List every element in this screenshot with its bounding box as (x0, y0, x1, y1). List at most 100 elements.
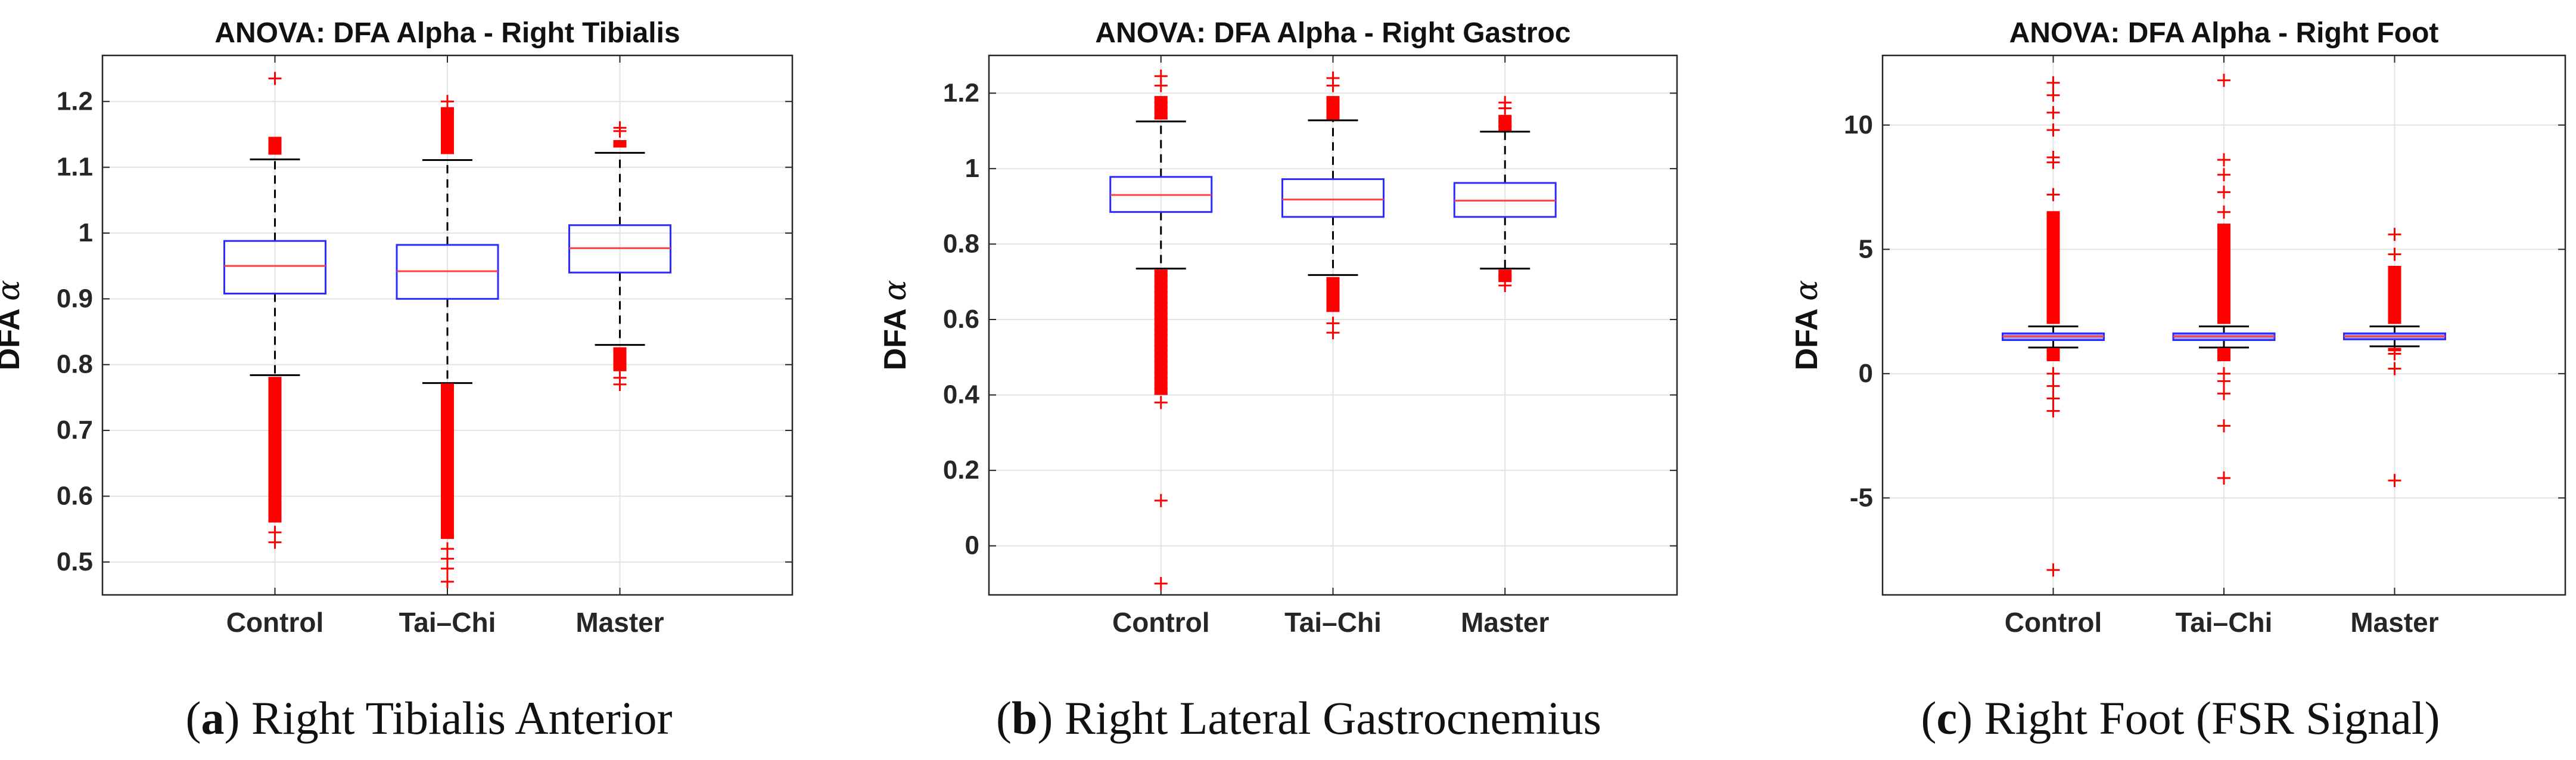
caption-b-text: Right Lateral Gastrocnemius (1064, 692, 1601, 744)
outlier-cluster-high (1498, 116, 1512, 131)
caption-c-text: Right Foot (FSR Signal) (1984, 692, 2440, 744)
outlier-point (268, 72, 282, 85)
outlier-point (2046, 106, 2060, 119)
y-tick-label: 1 (79, 218, 93, 247)
y-tick-label: 0.2 (943, 455, 979, 485)
y-tick-label: 0.8 (943, 229, 979, 258)
chart-title: ANOVA: DFA Alpha - Right Foot (2009, 17, 2439, 49)
outlier-cluster-high (2046, 212, 2060, 324)
x-tick-label: Control (1112, 607, 1210, 638)
outlier-point (2217, 205, 2230, 219)
x-tick-label: Master (2350, 607, 2438, 638)
outlier-point (2046, 563, 2060, 577)
chart-panel-2: 0 0.2 0.4 0.6 0.8 1 1.2 Control Tai–Chi Master ANO… (878, 17, 1678, 638)
y-tick-label: 1.2 (943, 78, 979, 107)
outlier-point (613, 121, 627, 135)
y-tick-label: 0.8 (57, 350, 93, 379)
y-tick-label: 0 (1859, 359, 1873, 388)
x-tick-label: Tai–Chi (1284, 607, 1382, 638)
outlier-cluster-low (441, 384, 454, 539)
chart-title: ANOVA: DFA Alpha - Right Tibialis (214, 17, 680, 49)
x-tick-label: Master (575, 607, 664, 638)
outlier-point (2046, 123, 2060, 137)
y-tick-label: -5 (1850, 483, 1873, 512)
outlier-cluster-high (613, 141, 627, 148)
caption-a-text: Right Tibialis Anterior (251, 692, 673, 744)
plot-frame (988, 54, 1678, 596)
outlier-point (1154, 396, 1168, 410)
outlier-point (2046, 88, 2060, 102)
y-tick-label: 0 (965, 531, 979, 560)
y-axis-label-text: DFA (0, 301, 26, 371)
box-1 (1109, 69, 1213, 591)
outlier-point (441, 542, 454, 556)
box-3 (1453, 96, 1557, 293)
box-2 (1281, 71, 1385, 340)
outlier-point (1154, 577, 1168, 591)
y-axis-label-symbol: α (878, 280, 913, 301)
outlier-point (2046, 150, 2060, 164)
outlier-point (268, 141, 282, 154)
y-axis-label: DFA α (1789, 280, 1825, 371)
outlier-point (2046, 392, 2060, 405)
chart-panel-1: 0.5 0.6 0.7 0.8 0.9 1 1.1 1.2 Control Tai–Chi Mast… (0, 17, 794, 638)
outlier-point (2217, 185, 2230, 199)
box-2 (2172, 73, 2276, 485)
outlier-point (441, 95, 454, 108)
y-tick-label: 0.6 (943, 305, 979, 334)
caption-a: (a) Right Tibialis Anterior (185, 692, 673, 744)
outlier-point (2046, 379, 2060, 393)
y-axis-label: DFA α (878, 280, 913, 371)
x-tick-label: Tai–Chi (399, 607, 496, 638)
outlier-point (2046, 188, 2060, 201)
outlier-point (2388, 362, 2401, 376)
box-3 (2343, 228, 2446, 488)
caption-c-letter: c (1936, 692, 1958, 744)
y-axis-label-symbol: α (1789, 280, 1825, 301)
outlier-point (2217, 168, 2230, 182)
y-tick-label: 0.7 (57, 415, 93, 445)
y-tick-label: 0.9 (57, 284, 93, 313)
outlier-cluster-high (441, 108, 454, 154)
chart-panel-3: -5 0 5 10 Control Tai–Chi Master ANOVA: DFA Alp… (1789, 17, 2566, 638)
y-tick-label: 5 (1859, 234, 1873, 263)
outlier-point (1154, 69, 1168, 83)
outlier-point (441, 575, 454, 588)
outlier-point (268, 509, 282, 523)
y-tick-label: 0.6 (57, 481, 93, 510)
x-tick-label: Control (2005, 607, 2102, 638)
outlier-point (2217, 387, 2230, 401)
outlier-point (2388, 247, 2401, 261)
box-1 (223, 72, 326, 549)
outlier-point (2217, 367, 2230, 380)
y-tick-label: 10 (1844, 110, 1873, 139)
outlier-point (1498, 96, 1512, 110)
plot-frame (1881, 54, 2566, 596)
outlier-point (2046, 404, 2060, 418)
outlier-point (2388, 347, 2401, 361)
y-tick-label: 0.4 (943, 380, 980, 410)
outlier-point (1326, 317, 1340, 330)
outlier-point (268, 496, 282, 510)
outlier-point (2388, 228, 2401, 241)
box-body (223, 240, 326, 295)
x-tick-label: Tai–Chi (2176, 607, 2273, 638)
y-tick-label: 1.1 (57, 153, 93, 182)
y-tick-label: 1 (965, 154, 979, 183)
box-2 (396, 95, 499, 588)
box-1 (2002, 76, 2105, 577)
outlier-point (613, 371, 627, 384)
outlier-point (1498, 279, 1512, 293)
outlier-cluster-high (2217, 224, 2230, 324)
outlier-point (2217, 153, 2230, 167)
caption-c: (c) Right Foot (FSR Signal) (1921, 692, 2440, 744)
x-tick-label: Master (1461, 607, 1549, 638)
y-axis-label-text: DFA (878, 301, 913, 371)
outlier-point (1154, 494, 1168, 507)
caption-b-letter: b (1012, 692, 1038, 744)
outlier-point (2217, 419, 2230, 433)
outlier-cluster-low (1154, 270, 1168, 395)
box-3 (568, 121, 671, 391)
x-tick-label: Control (226, 607, 324, 638)
